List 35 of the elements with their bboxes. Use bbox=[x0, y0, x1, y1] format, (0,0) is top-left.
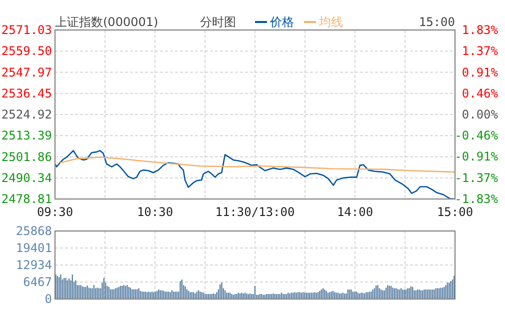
y-tick-label: 2501.86 bbox=[1, 150, 52, 164]
y2-tick-label: 0.00% bbox=[462, 108, 499, 122]
y-tick-label: 2478.81 bbox=[1, 192, 52, 206]
chart-title: 上证指数(000001) bbox=[55, 15, 158, 29]
y2-tick-label: 1.83% bbox=[462, 23, 499, 37]
y-tick-label: 2547.97 bbox=[1, 65, 52, 80]
y2-tick-label: -1.83% bbox=[454, 192, 499, 206]
y2-tick-label: -0.46% bbox=[454, 128, 499, 143]
y2-tick-label: -1.37% bbox=[454, 170, 499, 185]
y-tick-label: 0 bbox=[44, 292, 52, 306]
legend-label: 价格 bbox=[269, 15, 294, 29]
y-tick-label: 6467 bbox=[23, 275, 52, 289]
y-tick-label: 19401 bbox=[16, 241, 52, 255]
y-tick-label: 2524.92 bbox=[1, 108, 52, 122]
y-tick-label: 2559.50 bbox=[1, 44, 52, 58]
line-series bbox=[54, 150, 456, 200]
y2-tick-label: 1.37% bbox=[462, 44, 499, 58]
y-tick-label: 25868 bbox=[16, 224, 52, 238]
y-tick-label: 2571.03 bbox=[1, 23, 52, 37]
y2-tick-label: -0.91% bbox=[454, 150, 499, 164]
chart-subtitle: 分时图 bbox=[200, 15, 236, 29]
x-tick-label: 15:00 bbox=[436, 205, 474, 219]
y-tick-label: 2536.45 bbox=[1, 86, 52, 100]
y2-tick-label: 0.91% bbox=[462, 65, 499, 80]
x-tick-label: 14:00 bbox=[336, 205, 374, 219]
line-series bbox=[59, 156, 456, 173]
y-tick-label: 2490.34 bbox=[1, 170, 52, 185]
x-tick-label: 09:30 bbox=[36, 205, 74, 219]
x-tick-label: 11:30/13:00 bbox=[215, 205, 295, 219]
y2-tick-label: 0.46% bbox=[462, 86, 499, 100]
text: 15:00 bbox=[418, 15, 455, 29]
y-tick-label: 12934 bbox=[16, 258, 52, 272]
x-tick-label: 10:30 bbox=[136, 205, 174, 219]
legend-label: 均线 bbox=[318, 15, 343, 29]
y-tick-label: 2513.39 bbox=[1, 128, 52, 143]
